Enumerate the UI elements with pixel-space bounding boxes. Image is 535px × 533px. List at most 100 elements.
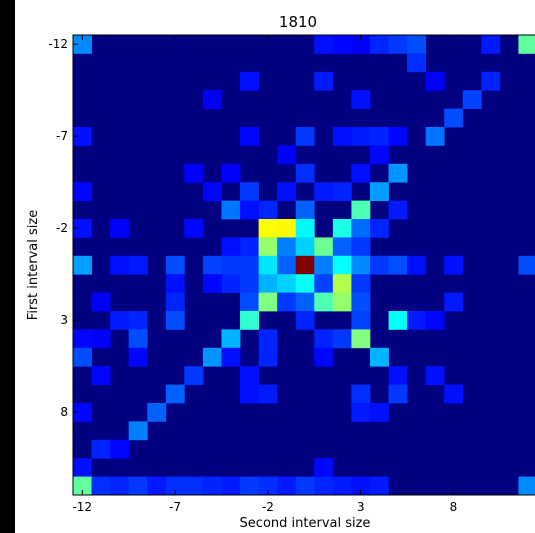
heatmap-cell — [295, 127, 315, 146]
heatmap-cell — [369, 219, 389, 238]
heatmap-cell — [332, 476, 352, 496]
heatmap-cell — [332, 35, 352, 54]
heatmap-cell — [351, 163, 371, 183]
heatmap-cell — [332, 182, 352, 201]
heatmap-cell — [221, 163, 241, 183]
heatmap-cell — [184, 476, 204, 496]
heatmap-cell — [73, 219, 92, 238]
heatmap-cell — [425, 71, 445, 91]
heatmap-cell — [240, 311, 259, 330]
heatmap-cell — [128, 255, 148, 275]
heatmap-cell — [295, 219, 315, 238]
heatmap-cell — [128, 347, 148, 367]
heatmap-cell — [73, 35, 92, 54]
heatmap-cell — [240, 476, 259, 496]
heatmap-cell — [388, 35, 408, 54]
heatmap-cell — [73, 403, 92, 422]
heatmap-cell — [314, 237, 334, 257]
heatmap-cell — [240, 384, 259, 404]
heatmap-cell — [258, 255, 278, 275]
heatmap-cell — [332, 274, 352, 293]
chart-title: 1810 — [279, 13, 317, 31]
heatmap-cell — [277, 476, 297, 496]
heatmap-cell — [351, 384, 371, 404]
heatmap-cell — [128, 476, 148, 496]
heatmap-cell — [128, 329, 148, 349]
heatmap-cell — [202, 182, 222, 201]
heatmap-cell — [277, 145, 297, 165]
heatmap-cell — [369, 145, 389, 165]
heatmap-cell — [73, 476, 92, 496]
heatmap-cell — [258, 200, 278, 220]
heatmap-cell — [147, 403, 167, 422]
heatmap-cell — [388, 311, 408, 330]
heatmap-cell — [258, 476, 278, 496]
heatmap-cell — [128, 311, 148, 330]
heatmap-cell — [295, 292, 315, 312]
heatmap-cell — [351, 476, 371, 496]
heatmap-cell — [221, 237, 241, 257]
heatmap-cell — [314, 347, 334, 367]
heatmap-cell — [351, 403, 371, 422]
heatmap-cell — [314, 274, 334, 293]
heatmap-cell — [240, 366, 259, 385]
heatmap-cell — [351, 127, 371, 146]
heatmap-cell — [91, 292, 111, 312]
heatmap-cell — [518, 255, 535, 275]
y-tick-label: 3 — [60, 313, 68, 327]
heatmap-cell — [240, 292, 259, 312]
heatmap-cell — [184, 366, 204, 385]
heatmap-cell — [295, 255, 315, 275]
x-tick-label: -12 — [72, 500, 92, 514]
heatmap-cell — [444, 255, 464, 275]
heatmap-cell — [369, 403, 389, 422]
heatmap-cell — [277, 237, 297, 257]
plot-area — [72, 34, 535, 496]
heatmap-cell — [388, 200, 408, 220]
y-tick-label: -7 — [56, 129, 68, 143]
heatmap-cell — [314, 476, 334, 496]
heatmap-cell — [128, 421, 148, 441]
heatmap-cell — [444, 108, 464, 128]
heatmap-cell — [240, 200, 259, 220]
heatmap-cell — [332, 292, 352, 312]
heatmap-cell — [425, 366, 445, 385]
heatmap-cell — [91, 439, 111, 459]
heatmap-cell — [481, 71, 501, 91]
heatmap-cells — [73, 35, 535, 496]
heatmap-cell — [91, 366, 111, 385]
heatmap-cell — [407, 311, 427, 330]
heatmap-cell — [314, 458, 334, 477]
heatmap-cell — [369, 347, 389, 367]
heatmap-cell — [221, 329, 241, 349]
heatmap-cell — [332, 237, 352, 257]
heatmap-cell — [388, 366, 408, 385]
heatmap-cell — [407, 35, 427, 54]
y-tick-label: -12 — [48, 37, 68, 51]
heatmap-cell — [221, 255, 241, 275]
heatmap-cell — [110, 255, 130, 275]
heatmap-cell — [258, 292, 278, 312]
heatmap-cell — [332, 255, 352, 275]
heatmap-cell — [444, 384, 464, 404]
heatmap-cell — [481, 35, 501, 54]
heatmap-cell — [147, 476, 167, 496]
heatmap-cell — [277, 255, 297, 275]
y-axis-ticks: -12 -7 -2 3 8 — [48, 37, 78, 419]
heatmap-cell — [407, 255, 427, 275]
y-axis-label: First interval size — [26, 210, 41, 320]
heatmap-cell — [518, 476, 535, 496]
heatmap-cell — [295, 476, 315, 496]
heatmap-cell — [332, 127, 352, 146]
heatmap-cell — [314, 255, 334, 275]
heatmap-cell — [202, 90, 222, 109]
heatmap-cell — [314, 35, 334, 54]
heatmap-cell — [184, 219, 204, 238]
heatmap-cell — [240, 255, 259, 275]
heatmap-cell — [73, 127, 92, 146]
heatmap-cell — [202, 255, 222, 275]
heatmap-cell — [295, 237, 315, 257]
heatmap-cell — [258, 384, 278, 404]
heatmap-cell — [258, 274, 278, 293]
